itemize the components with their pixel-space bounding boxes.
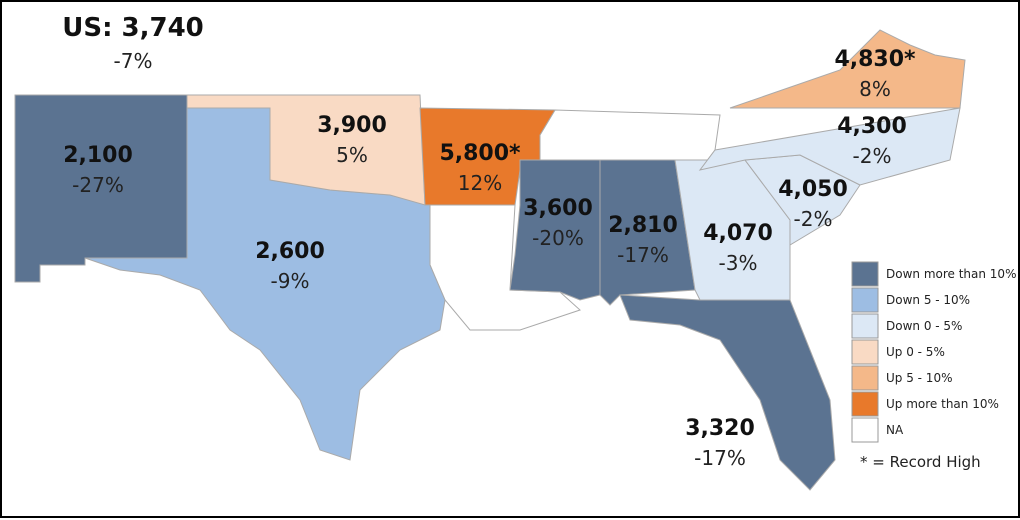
state-value: 2,100	[63, 143, 133, 168]
state-change: -17%	[694, 446, 746, 470]
state-value: 2,810	[608, 213, 678, 238]
state-labels: 2,100 -27% 2,600 -9% 3,900 5% 5,800* 12% 3,600 -2…	[63, 47, 916, 470]
legend-swatch	[851, 313, 879, 339]
legend-swatch	[851, 391, 879, 417]
state-value: 3,900	[317, 113, 387, 138]
state-change: -2%	[794, 207, 833, 231]
state-change: -27%	[72, 173, 124, 197]
legend-swatch	[851, 417, 879, 443]
legend-label: Up 0 - 5%	[886, 345, 945, 359]
state-region	[698, 107, 961, 186]
legend-label: Up 5 - 10%	[886, 371, 952, 385]
legend-swatch	[851, 339, 879, 365]
state-value: 3,600	[523, 196, 593, 221]
state-value: 3,320	[685, 416, 755, 441]
legend: Down more than 10% Down 5 - 10% Down 0 - 5…	[851, 261, 1016, 443]
state-region	[729, 29, 966, 109]
legend-swatch	[851, 261, 879, 287]
state-change: -17%	[617, 243, 669, 267]
state-value: 4,300	[837, 114, 907, 139]
state-change: 12%	[458, 171, 502, 195]
legend-label: Down more than 10%	[886, 267, 1016, 281]
legend-label: Down 5 - 10%	[886, 293, 970, 307]
legend-label: Down 0 - 5%	[886, 319, 962, 333]
state-change: 5%	[336, 143, 368, 167]
state-value: 4,050	[778, 177, 848, 202]
state-value: 4,070	[703, 221, 773, 246]
legend-swatch	[851, 365, 879, 391]
state-value: 5,800*	[439, 141, 521, 166]
state-change: -3%	[719, 251, 758, 275]
state-change: -20%	[532, 226, 584, 250]
legend-swatch	[851, 287, 879, 313]
state-change: -2%	[853, 144, 892, 168]
us-change: -7%	[114, 49, 153, 73]
state-region	[619, 294, 836, 491]
state-change: -9%	[271, 269, 310, 293]
legend-label: Up more than 10%	[886, 397, 999, 411]
legend-label: NA	[886, 423, 904, 437]
state-value: 4,830*	[834, 47, 916, 72]
state-value: 2,600	[255, 239, 325, 264]
state-change: 8%	[859, 77, 891, 101]
us-total: US: 3,740	[62, 13, 204, 43]
footnote: * = Record High	[860, 453, 981, 471]
